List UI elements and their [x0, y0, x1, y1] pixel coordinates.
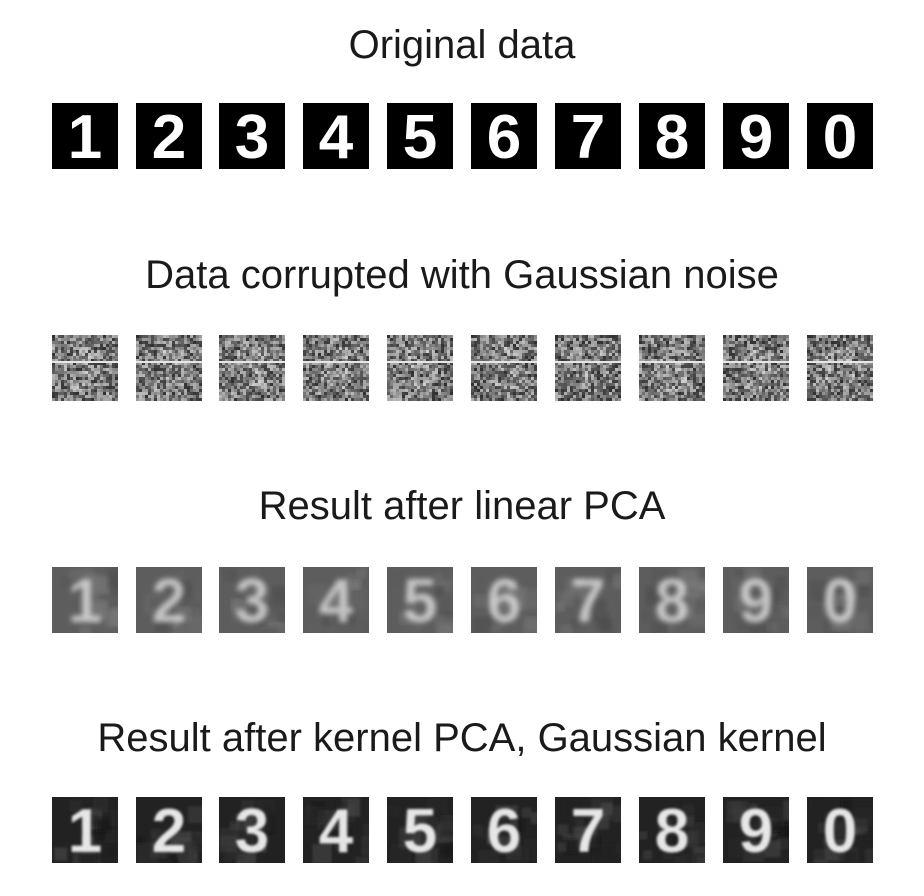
digit-tile-noisy-3: 3	[219, 335, 285, 401]
digit-tile-kernel-2: 2	[136, 797, 202, 863]
digit-tile-noisy-7: 7	[555, 335, 621, 401]
svg-text:7: 7	[571, 103, 605, 169]
digit-tile-noisy-4: 4	[303, 335, 369, 401]
digit-tile-noisy-1: 1	[52, 335, 118, 401]
digit-tile-linear-7: 7	[555, 567, 621, 633]
digit-tile-linear-5: 5	[387, 567, 453, 633]
digit-tile-kernel-9: 9	[723, 797, 789, 863]
svg-text:8: 8	[655, 103, 689, 169]
digit-tile-noisy-9: 9	[723, 335, 789, 401]
digit-tile-original-0: 0	[807, 103, 873, 169]
digit-tile-original-5: 5	[387, 103, 453, 169]
svg-text:0: 0	[823, 103, 857, 169]
digit-tile-original-6: 6	[471, 103, 537, 169]
svg-text:9: 9	[739, 103, 773, 169]
title-linear-pca: Result after linear PCA	[258, 484, 666, 528]
svg-text:2: 2	[152, 567, 186, 633]
digit-tile-kernel-4: 4	[303, 797, 369, 863]
svg-text:3: 3	[235, 103, 269, 169]
digit-tile-kernel-0: 0	[807, 797, 873, 863]
digit-tile-kernel-7: 7	[555, 797, 621, 863]
digit-tile-original-3: 3	[219, 103, 285, 169]
digit-tile-noisy-8: 8	[639, 335, 705, 401]
svg-text:1: 1	[68, 103, 102, 169]
digit-tile-kernel-6: 6	[471, 797, 537, 863]
digit-tile-linear-6: 6	[471, 567, 537, 633]
digit-tile-linear-2: 2	[136, 567, 202, 633]
svg-text:6: 6	[487, 103, 521, 169]
svg-text:5: 5	[403, 103, 437, 169]
digit-tile-noisy-0: 0	[807, 335, 873, 401]
digit-tile-kernel-8: 8	[639, 797, 705, 863]
digit-tile-linear-0: 0	[807, 567, 873, 633]
svg-text:3: 3	[235, 567, 269, 633]
digit-tile-kernel-5: 5	[387, 797, 453, 863]
digit-tile-original-4: 4	[303, 103, 369, 169]
digit-tile-noisy-2: 2	[136, 335, 202, 401]
digit-tile-original-2: 2	[136, 103, 202, 169]
digit-tile-linear-8: 8	[639, 567, 705, 633]
svg-text:4: 4	[319, 103, 354, 169]
digit-tile-linear-1: 1	[52, 567, 118, 633]
digit-tile-linear-3: 3	[219, 567, 285, 633]
digit-tile-noisy-6: 6	[471, 335, 537, 401]
digit-tile-original-9: 9	[723, 103, 789, 169]
svg-text:2: 2	[152, 103, 186, 169]
digit-tile-linear-9: 9	[723, 567, 789, 633]
digit-tile-original-8: 8	[639, 103, 705, 169]
digit-tile-linear-4: 4	[303, 567, 369, 633]
title-noisy: Data corrupted with Gaussian noise	[145, 253, 779, 297]
svg-text:1: 1	[68, 567, 102, 633]
title-original: Original data	[348, 23, 576, 67]
digit-tile-noisy-5: 5	[387, 335, 453, 401]
digit-tile-original-1: 1	[52, 103, 118, 169]
title-kernel-pca: Result after kernel PCA, Gaussian kernel	[97, 716, 827, 760]
digit-tile-kernel-3: 3	[219, 797, 285, 863]
digit-tile-original-7: 7	[555, 103, 621, 169]
digit-tile-kernel-1: 1	[52, 797, 118, 863]
